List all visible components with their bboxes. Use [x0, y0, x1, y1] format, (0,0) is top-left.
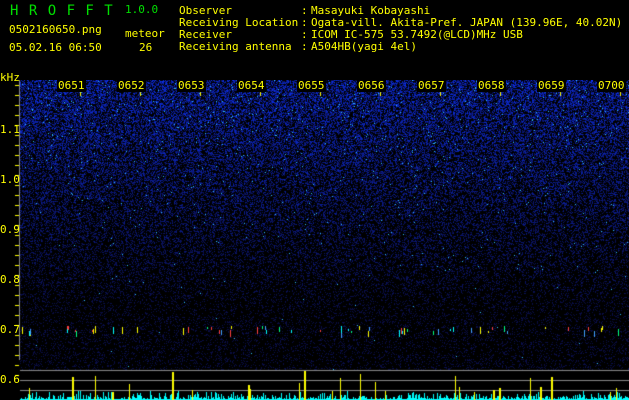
time-tick-label: 0653 [177, 79, 206, 92]
info-label-observer: Observer [179, 4, 232, 17]
time-tick-label: 0700 [597, 79, 626, 92]
time-tick-label: 0658 [477, 79, 506, 92]
info-sep: : [301, 4, 308, 17]
y-tick-label: 0.8 [0, 273, 20, 286]
time-tick-label: 0659 [537, 79, 566, 92]
time-tick-label: 0651 [57, 79, 86, 92]
info-label-receiver: Receiver [179, 28, 232, 41]
y-tick-label: 1.0 [0, 173, 20, 186]
spectrogram-canvas [0, 80, 629, 400]
y-tick-label: 0.7 [0, 323, 20, 336]
app-version: 1.0.0 [125, 3, 159, 16]
time-tick-label: 0654 [237, 79, 266, 92]
time-tick-label: 0657 [417, 79, 446, 92]
info-value-location: Ogata-vill. Akita-Pref. JAPAN (139.96E, … [311, 16, 623, 29]
y-tick-label: 1.1 [0, 123, 20, 136]
info-sep: : [301, 40, 308, 53]
info-value-receiver: ICOM IC-575 53.7492(@LCD)MHz USB [311, 28, 523, 41]
meteor-label: meteor [125, 27, 165, 40]
info-sep: : [301, 16, 308, 29]
y-tick-label: 0.9 [0, 223, 20, 236]
time-tick-label: 0652 [117, 79, 146, 92]
time-tick-label: 0655 [297, 79, 326, 92]
y-tick-label: 0.6 [0, 373, 20, 386]
time-tick-label: 0656 [357, 79, 386, 92]
info-value-antenna: A504HB(yagi 4el) [311, 40, 417, 53]
file-name: 0502160650.png [9, 23, 102, 36]
y-unit-label: kHz [0, 71, 20, 84]
datetime: 05.02.16 06:50 [9, 41, 102, 54]
info-label-antenna: Receiving antenna [179, 40, 292, 53]
meteor-count: 26 [139, 41, 153, 54]
info-label-location: Receiving Location [179, 16, 299, 29]
info-value-observer: Masayuki Kobayashi [311, 4, 431, 17]
app-title: H R O F F T [10, 3, 114, 19]
info-sep: : [301, 28, 308, 41]
